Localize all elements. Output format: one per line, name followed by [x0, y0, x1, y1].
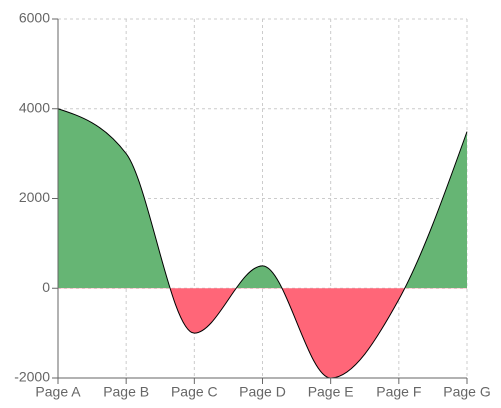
y-tick-label: 2000 [19, 189, 50, 205]
line [57, 108, 468, 379]
y-tick-label: 6000 [19, 10, 50, 26]
x-tick-label: Page E [308, 384, 354, 400]
x-tick-label: Page G [443, 384, 490, 400]
y-tick-label: 0 [42, 279, 50, 295]
area [58, 108, 467, 378]
x-tick-label: Page F [376, 384, 421, 400]
x-tick-label: Page A [35, 384, 81, 400]
x-tick-label: Page B [103, 384, 149, 400]
x-tick-label: Page C [171, 384, 218, 400]
y-tick-label: -2000 [14, 369, 50, 385]
y-tick-label: 4000 [19, 99, 50, 115]
x-tick-label: Page D [239, 384, 286, 400]
